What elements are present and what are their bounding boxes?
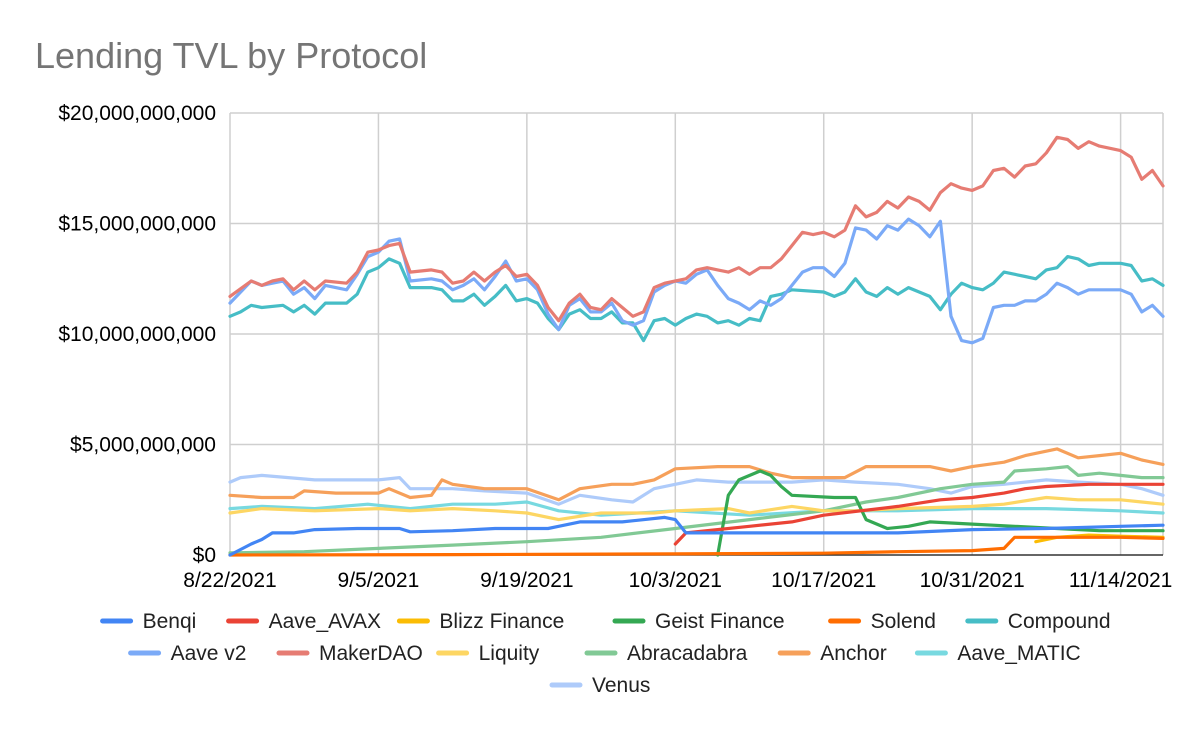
x-axis-tick-labels: 8/22/2021 9/5/2021 9/19/2021 10/3/2021 10/17… [183,569,1172,592]
legend-item: Aave v2 [128,642,247,665]
legend-item: Geist Finance [612,610,785,633]
y-tick-label: $20,000,000,000 [58,102,216,125]
legend-item: Benqi [100,610,197,633]
y-tick-label: $0 [193,544,216,567]
x-tick-label: 10/31/2021 [920,569,1025,592]
legend-item: Compound [965,610,1111,633]
y-tick-label: $15,000,000,000 [58,213,216,236]
legend-label: Aave v2 [171,642,247,665]
series-line-abracadabra [228,465,1165,555]
y-axis-tick-labels: $0 $5,000,000,000 $10,000,000,000 $15,000,0… [58,102,216,567]
legend-label: Compound [1008,610,1111,633]
legend-item: Aave_AVAX [226,610,381,633]
series-line-compound [228,255,1165,343]
legend-label: Venus [592,674,650,697]
legend-label: Abracadabra [627,642,748,665]
legend-label: MakerDAO [319,642,423,665]
y-tick-label: $10,000,000,000 [58,323,216,346]
legend-item: Liquity [436,642,540,665]
legend-item: Blizz Finance [396,610,564,633]
legend-label: Blizz Finance [439,610,564,633]
legend-label: Solend [871,610,936,633]
x-tick-label: 9/5/2021 [338,569,420,592]
series-line-aave-matic [228,500,1165,517]
legend-label: Benqi [143,610,197,633]
legend-label: Geist Finance [655,610,785,633]
legend: Benqi Aave_AVAX Blizz Finance Geist Finance… [100,610,1111,697]
x-tick-label: 8/22/2021 [183,569,276,592]
legend-item: Aave_MATIC [914,642,1081,665]
x-tick-label: 11/14/2021 [1069,569,1173,592]
legend-label: Liquity [479,642,540,665]
series-lines [228,135,1165,557]
legend-item: Abracadabra [584,642,748,665]
chart-title: Lending TVL by Protocol [35,35,427,76]
legend-item: Anchor [777,642,887,665]
legend-label: Aave_MATIC [957,642,1080,665]
series-line-aave-v2 [228,217,1165,345]
series-line-makerdao [228,135,1165,323]
legend-label: Aave_AVAX [269,610,381,633]
series-line-liquity [228,495,1165,522]
series-line-aave-avax [673,482,1165,546]
legend-item: MakerDAO [276,642,423,665]
legend-label: Anchor [820,642,887,665]
series-line-anchor [228,447,1165,502]
x-tick-label: 10/3/2021 [629,569,722,592]
legend-item: Venus [549,674,650,697]
series-line-benqi [228,515,1165,557]
legend-item: Solend [828,610,936,633]
x-tick-label: 10/17/2021 [771,569,876,592]
y-tick-label: $5,000,000,000 [70,434,216,457]
x-tick-label: 9/19/2021 [480,569,573,592]
series-line-venus [228,473,1165,506]
series-line-solend [228,535,1165,557]
